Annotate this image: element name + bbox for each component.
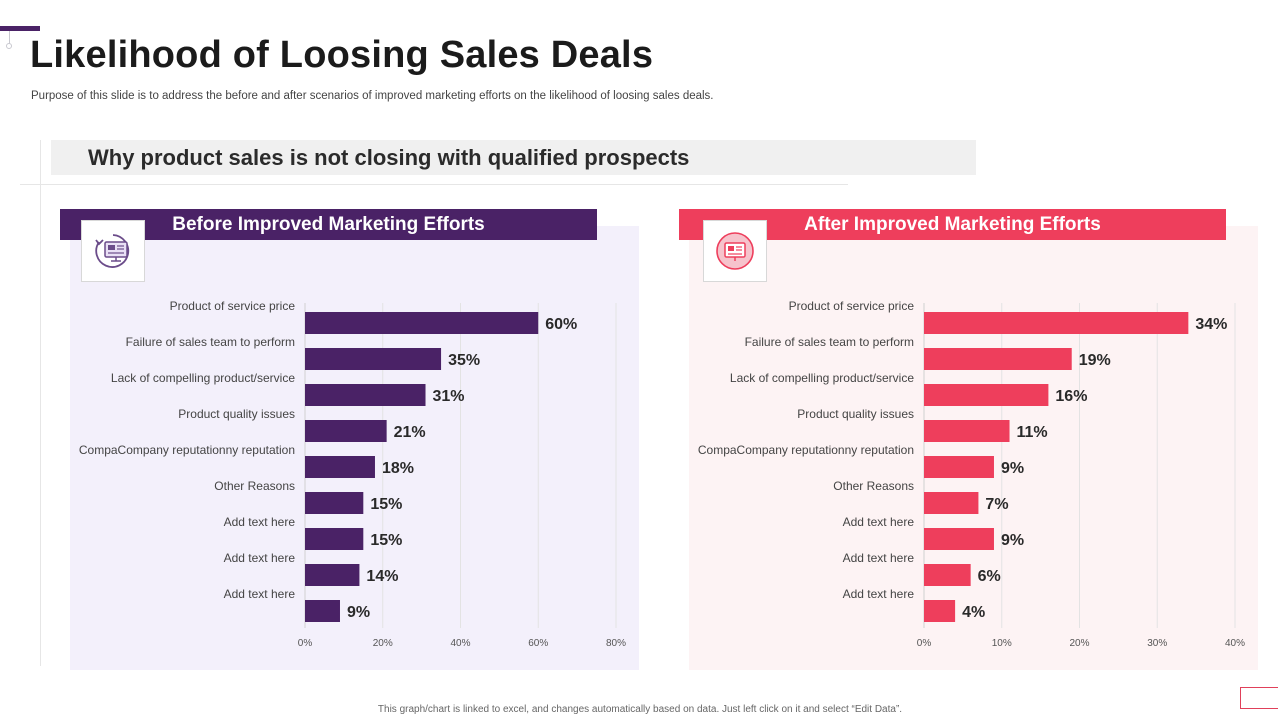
after-category-label: Add text here bbox=[843, 515, 915, 529]
after-tick-label: 10% bbox=[992, 638, 1012, 649]
before-bar bbox=[305, 456, 375, 478]
after-bar bbox=[924, 420, 1010, 442]
before-value-label: 35% bbox=[448, 352, 480, 369]
after-tick-label: 30% bbox=[1147, 638, 1167, 649]
after-value-label: 4% bbox=[962, 604, 985, 621]
before-tick-label: 20% bbox=[373, 638, 393, 649]
before-bar bbox=[305, 420, 387, 442]
before-category-label: Product of service price bbox=[170, 299, 296, 313]
after-value-label: 19% bbox=[1079, 352, 1111, 369]
before-tick-label: 40% bbox=[450, 638, 470, 649]
after-value-label: 9% bbox=[1001, 532, 1024, 549]
after-category-label: Other Reasons bbox=[833, 479, 914, 493]
after-bar bbox=[924, 564, 971, 586]
before-value-label: 9% bbox=[347, 604, 370, 621]
section-title-bar bbox=[51, 140, 976, 175]
after-value-label: 9% bbox=[1001, 460, 1024, 477]
after-bar bbox=[924, 384, 1049, 406]
before-category-label: Lack of compelling product/service bbox=[111, 371, 295, 385]
page-title: Likelihood of Loosing Sales Deals bbox=[30, 34, 654, 76]
after-category-label: CompaCompany reputationny reputation bbox=[698, 443, 914, 457]
before-category-label: Product quality issues bbox=[178, 407, 295, 421]
after-category-label: Add text here bbox=[843, 587, 915, 601]
after-category-label: Failure of sales team to perform bbox=[745, 335, 914, 349]
before-value-label: 15% bbox=[370, 532, 402, 549]
after-panel-background bbox=[689, 226, 1258, 670]
before-tick-label: 80% bbox=[606, 638, 626, 649]
before-panel-title: Before Improved Marketing Efforts bbox=[172, 213, 485, 235]
before-tick-label: 60% bbox=[528, 638, 548, 649]
after-bar bbox=[924, 348, 1072, 370]
before-bar bbox=[305, 528, 364, 550]
after-category-label: Lack of compelling product/service bbox=[730, 371, 914, 385]
before-value-label: 60% bbox=[545, 316, 577, 333]
frame-divider-vertical bbox=[40, 140, 41, 666]
before-value-label: 31% bbox=[433, 388, 465, 405]
before-tick-label: 0% bbox=[298, 638, 313, 649]
before-value-label: 15% bbox=[370, 496, 402, 513]
after-bar bbox=[924, 600, 956, 622]
footnote: This graph/chart is linked to excel, and… bbox=[377, 704, 903, 715]
before-value-label: 18% bbox=[382, 460, 414, 477]
after-value-label: 7% bbox=[985, 496, 1008, 513]
frame-divider-horizontal bbox=[20, 184, 848, 185]
corner-decoration-dot bbox=[6, 43, 12, 49]
after-tick-label: 20% bbox=[1069, 638, 1089, 649]
after-category-label: Add text here bbox=[843, 551, 915, 565]
before-value-label: 21% bbox=[394, 424, 426, 441]
after-value-label: 6% bbox=[978, 568, 1001, 585]
before-bar bbox=[305, 312, 539, 334]
after-tick-label: 0% bbox=[917, 638, 932, 649]
after-panel-header: After Improved Marketing Efforts bbox=[679, 209, 1226, 240]
before-panel-header: Before Improved Marketing Efforts bbox=[60, 209, 597, 240]
after-tick-label: 40% bbox=[1225, 638, 1245, 649]
before-value-label: 14% bbox=[366, 568, 398, 585]
before-bar bbox=[305, 600, 340, 622]
after-category-label: Product quality issues bbox=[797, 407, 914, 421]
before-category-label: Add text here bbox=[224, 515, 296, 529]
before-category-label: CompaCompany reputationny reputation bbox=[79, 443, 295, 457]
before-bar bbox=[305, 384, 426, 406]
after-category-label: Product of service price bbox=[789, 299, 915, 313]
page-subtitle: Purpose of this slide is to address the … bbox=[31, 90, 714, 102]
corner-accent-bar bbox=[0, 26, 40, 31]
before-category-label: Add text here bbox=[224, 551, 296, 565]
section-title: Why product sales is not closing with qu… bbox=[88, 145, 690, 170]
after-value-label: 34% bbox=[1195, 316, 1227, 333]
computer-marketing-icon bbox=[95, 234, 130, 268]
corner-decoration-line bbox=[9, 31, 10, 45]
before-icon-box bbox=[81, 220, 145, 282]
before-panel-background bbox=[70, 226, 639, 670]
before-category-label: Add text here bbox=[224, 587, 296, 601]
before-category-label: Failure of sales team to perform bbox=[126, 335, 295, 349]
before-bar bbox=[305, 564, 360, 586]
after-value-label: 11% bbox=[1017, 424, 1048, 441]
after-bar bbox=[924, 528, 994, 550]
corner-frame-decoration bbox=[1240, 687, 1278, 709]
after-value-label: 16% bbox=[1055, 388, 1087, 405]
before-bar bbox=[305, 348, 442, 370]
before-bar bbox=[305, 492, 364, 514]
after-panel-title: After Improved Marketing Efforts bbox=[804, 213, 1101, 235]
before-category-label: Other Reasons bbox=[214, 479, 295, 493]
after-bar bbox=[924, 312, 1189, 334]
after-bar bbox=[924, 456, 994, 478]
after-icon-box bbox=[703, 220, 767, 282]
marketing-board-icon bbox=[716, 232, 754, 270]
after-bar bbox=[924, 492, 979, 514]
